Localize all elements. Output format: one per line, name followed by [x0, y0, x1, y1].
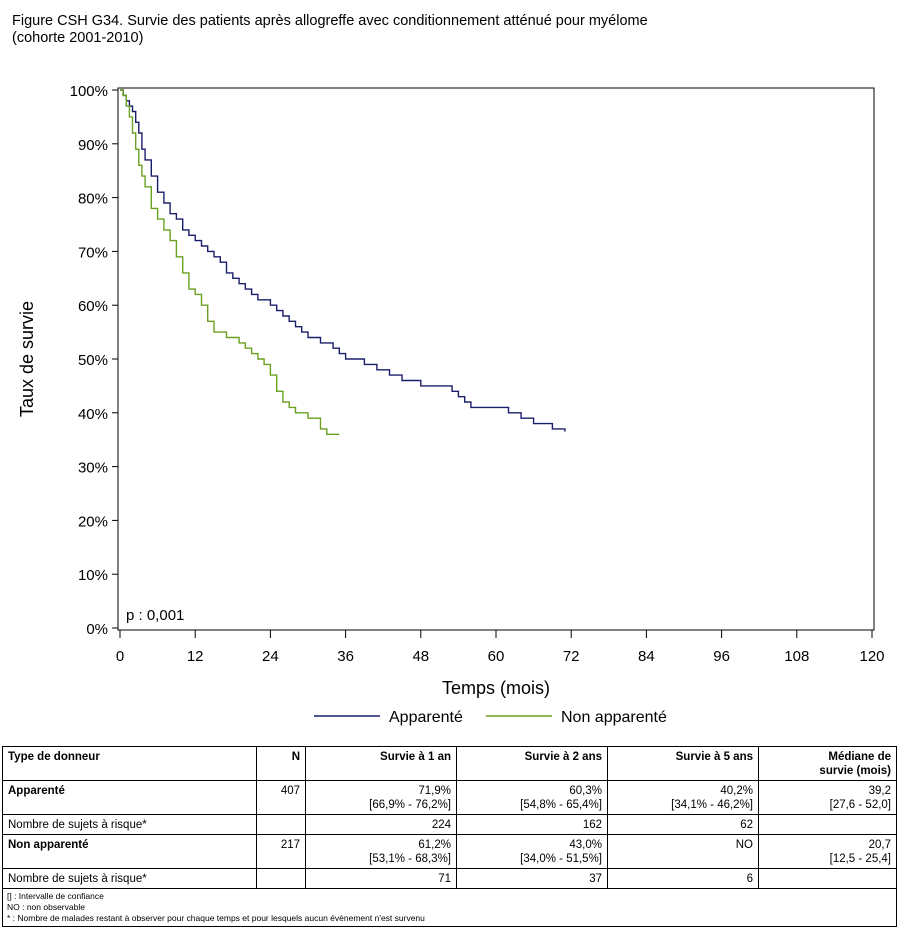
cell-n [256, 868, 306, 889]
figure-title-line1: Figure CSH G34. Survie des patients aprè… [12, 13, 648, 29]
y-tick-label: 50% [78, 352, 108, 369]
y-tick-label: 90% [78, 137, 108, 154]
series-line-non-apparente [120, 89, 340, 435]
cell-ci: [53,1% - 68,3%] [369, 853, 451, 865]
x-tick-label: 24 [262, 648, 279, 665]
table-row: Non apparenté 217 61,2% [53,1% - 68,3%] 4… [2, 834, 897, 869]
cell-median: 39,2 [27,6 - 52,0] [758, 780, 897, 815]
x-tick-label: 108 [784, 648, 809, 665]
cell-survival-5y: NO [607, 834, 759, 869]
p-value-annotation: p : 0,001 [126, 607, 184, 624]
note-at-risk: * : Nombre de malades restant à observer… [7, 913, 425, 923]
y-tick-label: 60% [78, 298, 108, 315]
cell-n [256, 814, 306, 835]
cell-ci: [27,6 - 52,0] [829, 799, 891, 811]
cell-value: 71,9% [418, 785, 451, 797]
cell-at-risk-5y: 6 [607, 868, 759, 889]
cell-value: 20,7 [868, 839, 891, 851]
series-lines [120, 89, 566, 435]
table-notes-row: [] : Intervalle de confiance NO : non ob… [2, 888, 897, 927]
cell-ci: [34,1% - 46,2%] [671, 799, 753, 811]
header-survival-1y: Survie à 1 an [305, 746, 457, 781]
cell-ci: [54,8% - 65,4%] [520, 799, 602, 811]
legend-label-non-apparente: Non apparenté [561, 709, 667, 726]
cell-n: 217 [256, 834, 306, 869]
survival-chart: 0% 10% 20% 30% 40% 50% 60% 70% 80% 90% 100% 0 12 24 3… [17, 83, 885, 726]
y-tick-label: 40% [78, 406, 108, 423]
cell-value: 39,2 [868, 785, 891, 797]
header-n: N [256, 746, 306, 781]
cell-at-risk-5y: 62 [607, 814, 759, 835]
cell-median [758, 868, 897, 889]
table-header-row: Type de donneur N Survie à 1 an Survie à… [2, 746, 897, 781]
row-label: Nombre de sujets à risque* [2, 868, 257, 889]
cell-at-risk-1y: 224 [305, 814, 457, 835]
y-tick-label: 80% [78, 191, 108, 208]
y-axis-label: Taux de survie [17, 301, 37, 417]
x-axis-ticks: 0 12 24 36 48 60 72 84 96 108 120 [116, 630, 885, 665]
table-notes: [] : Intervalle de confiance NO : non ob… [2, 888, 897, 927]
cell-survival-2y: 43,0% [34,0% - 51,5%] [456, 834, 608, 869]
table-row: Nombre de sujets à risque* 224 162 62 [2, 814, 897, 835]
note-no: NO : non observable [7, 902, 85, 912]
cell-ci: [34,0% - 51,5%] [520, 853, 602, 865]
series-line-apparente [120, 89, 566, 432]
row-label: Apparenté [2, 780, 257, 815]
x-axis-label: Temps (mois) [442, 678, 550, 698]
row-label: Non apparenté [2, 834, 257, 869]
table-row: Nombre de sujets à risque* 71 37 6 [2, 868, 897, 889]
figure-title-line2: (cohorte 2001-2010) [12, 30, 144, 46]
x-tick-label: 84 [638, 648, 655, 665]
header-median-line1: Médiane de [828, 751, 891, 763]
cell-median [758, 814, 897, 835]
legend-label-apparente: Apparenté [389, 709, 463, 726]
cell-survival-1y: 61,2% [53,1% - 68,3%] [305, 834, 457, 869]
table-row: Apparenté 407 71,9% [66,9% - 76,2%] 60,3%… [2, 780, 897, 815]
y-tick-label: 70% [78, 244, 108, 261]
x-tick-label: 60 [488, 648, 505, 665]
x-tick-label: 48 [412, 648, 429, 665]
y-tick-label: 10% [78, 567, 108, 584]
cell-survival-5y: 40,2% [34,1% - 46,2%] [607, 780, 759, 815]
cell-value: 60,3% [569, 785, 602, 797]
header-survival-2y: Survie à 2 ans [456, 746, 608, 781]
y-tick-label: 30% [78, 460, 108, 477]
cell-ci: [12,5 - 25,4] [829, 853, 891, 865]
cell-n: 407 [256, 780, 306, 815]
figure-title: Figure CSH G34. Survie des patients aprè… [12, 13, 872, 47]
header-median-line2: survie (mois) [819, 765, 891, 777]
row-label: Nombre de sujets à risque* [2, 814, 257, 835]
survival-table: Type de donneur N Survie à 1 an Survie à… [2, 746, 897, 927]
cell-value: 40,2% [720, 785, 753, 797]
y-tick-label: 20% [78, 513, 108, 530]
header-type: Type de donneur [2, 746, 257, 781]
x-tick-label: 36 [337, 648, 354, 665]
cell-value: NO [735, 839, 753, 851]
cell-value: 43,0% [569, 839, 602, 851]
cell-survival-2y: 60,3% [54,8% - 65,4%] [456, 780, 608, 815]
y-axis-ticks: 0% 10% 20% 30% 40% 50% 60% 70% 80% 90% 100% [70, 83, 118, 638]
y-tick-label: 0% [86, 621, 108, 638]
header-median: Médiane de survie (mois) [758, 746, 897, 781]
legend: Apparenté Non apparenté [314, 709, 667, 726]
note-ci: [] : Intervalle de confiance [7, 891, 104, 901]
cell-survival-1y: 71,9% [66,9% - 76,2%] [305, 780, 457, 815]
x-tick-label: 96 [713, 648, 730, 665]
x-tick-label: 0 [116, 648, 124, 665]
x-tick-label: 120 [859, 648, 884, 665]
plot-area [117, 87, 875, 631]
cell-at-risk-1y: 71 [305, 868, 457, 889]
cell-at-risk-2y: 162 [456, 814, 608, 835]
cell-at-risk-2y: 37 [456, 868, 608, 889]
x-tick-label: 12 [187, 648, 204, 665]
y-tick-label: 100% [70, 83, 108, 100]
x-tick-label: 72 [563, 648, 580, 665]
cell-median: 20,7 [12,5 - 25,4] [758, 834, 897, 869]
header-survival-5y: Survie à 5 ans [607, 746, 759, 781]
cell-ci: [66,9% - 76,2%] [369, 799, 451, 811]
cell-value: 61,2% [418, 839, 451, 851]
